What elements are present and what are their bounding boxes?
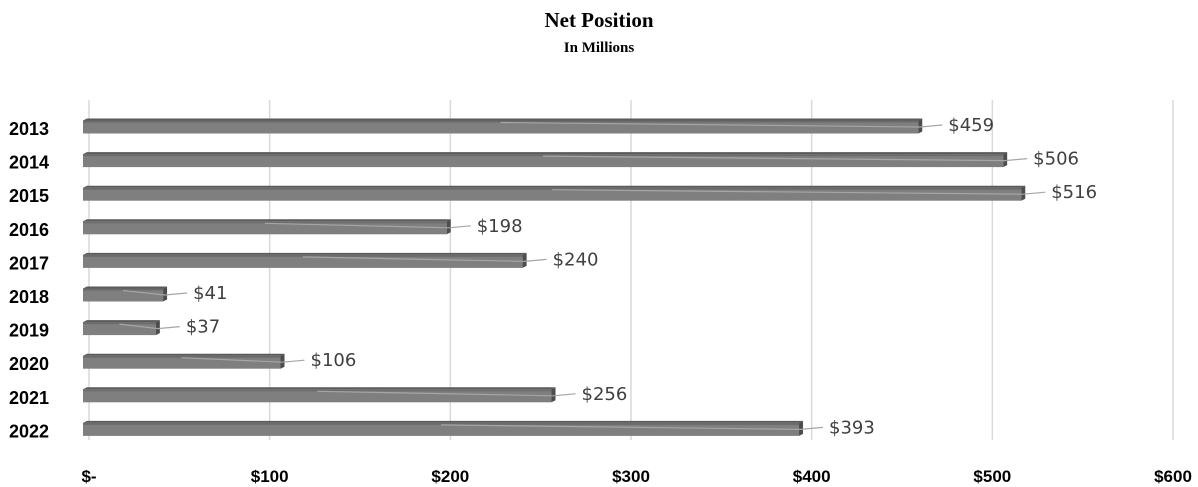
leader-line bbox=[119, 323, 180, 330]
bar-side-face bbox=[163, 286, 168, 302]
data-label: $393 bbox=[829, 417, 875, 438]
bar-side-face bbox=[551, 387, 556, 403]
bar-side-face bbox=[799, 420, 804, 436]
data-label: $256 bbox=[582, 384, 628, 405]
x-tick-label: $300 bbox=[612, 467, 650, 486]
leader-line bbox=[181, 357, 305, 363]
data-label: $240 bbox=[553, 249, 599, 270]
bar-side-face bbox=[1003, 152, 1008, 168]
bar-side-face bbox=[446, 219, 451, 235]
leader-line bbox=[500, 121, 943, 128]
leader-line bbox=[543, 155, 1028, 162]
bar-top-face bbox=[83, 353, 285, 356]
category-label: 2022 bbox=[9, 421, 49, 441]
bar-top-face bbox=[83, 420, 804, 423]
bar-top-face bbox=[83, 219, 451, 222]
bar bbox=[83, 221, 447, 235]
data-label: $198 bbox=[477, 216, 523, 237]
category-label: 2021 bbox=[9, 388, 49, 408]
bar bbox=[83, 254, 523, 268]
category-label: 2017 bbox=[9, 253, 49, 273]
data-label: $106 bbox=[311, 350, 357, 371]
x-tick-label: $- bbox=[81, 467, 96, 486]
bar bbox=[83, 120, 919, 134]
bar bbox=[83, 389, 552, 403]
data-label: $506 bbox=[1033, 149, 1079, 170]
data-labels: $459 $506 $516 $198 $240 $41 $37 $106 $256 $393 bbox=[186, 115, 1097, 438]
category-label: 2013 bbox=[9, 119, 49, 139]
data-label: $459 bbox=[948, 115, 994, 136]
data-label: $516 bbox=[1051, 182, 1097, 203]
bar-top-face bbox=[83, 286, 168, 289]
category-axis: 2013 2014 2015 2016 2017 2018 2019 2020 2021 2022 bbox=[9, 119, 49, 441]
data-label: $41 bbox=[193, 283, 227, 304]
bar bbox=[83, 288, 164, 302]
bars bbox=[83, 118, 1026, 436]
value-axis: $- $100 $200 $300 $400 $500 $600 bbox=[81, 467, 1191, 486]
bar bbox=[83, 187, 1022, 201]
bar-top-face bbox=[83, 118, 923, 121]
category-label: 2015 bbox=[9, 186, 49, 206]
data-label: $37 bbox=[186, 317, 220, 338]
bar-side-face bbox=[155, 320, 160, 336]
bar-side-face bbox=[918, 118, 923, 134]
leader-line bbox=[317, 390, 576, 397]
bar bbox=[83, 422, 800, 436]
x-tick-label: $100 bbox=[251, 467, 289, 486]
category-label: 2014 bbox=[9, 153, 49, 173]
bar bbox=[83, 154, 1004, 168]
category-label: 2019 bbox=[9, 321, 49, 341]
bar-top-face bbox=[83, 320, 160, 323]
category-label: 2020 bbox=[9, 354, 49, 374]
x-tick-label: $500 bbox=[973, 467, 1011, 486]
x-tick-label: $200 bbox=[431, 467, 469, 486]
category-label: 2018 bbox=[9, 287, 49, 307]
bar-top-face bbox=[83, 387, 556, 390]
leader-line bbox=[264, 222, 471, 229]
chart-subtitle: In Millions bbox=[563, 40, 635, 56]
bar-side-face bbox=[522, 252, 527, 268]
bar-side-face bbox=[280, 353, 285, 369]
x-tick-label: $600 bbox=[1154, 467, 1192, 486]
leader-lines bbox=[119, 121, 1046, 431]
bar-top-face bbox=[83, 252, 527, 255]
bar bbox=[83, 322, 156, 336]
bar-top-face bbox=[83, 185, 1026, 188]
leader-line bbox=[552, 189, 1046, 195]
leader-line bbox=[441, 424, 824, 431]
bar-side-face bbox=[1021, 185, 1026, 201]
bar-top-face bbox=[83, 152, 1008, 155]
x-tick-label: $400 bbox=[793, 467, 831, 486]
chart-title: Net Position bbox=[544, 8, 654, 32]
leader-line bbox=[302, 256, 547, 263]
bar bbox=[83, 355, 281, 369]
category-label: 2016 bbox=[9, 220, 49, 240]
leader-line bbox=[122, 289, 188, 296]
